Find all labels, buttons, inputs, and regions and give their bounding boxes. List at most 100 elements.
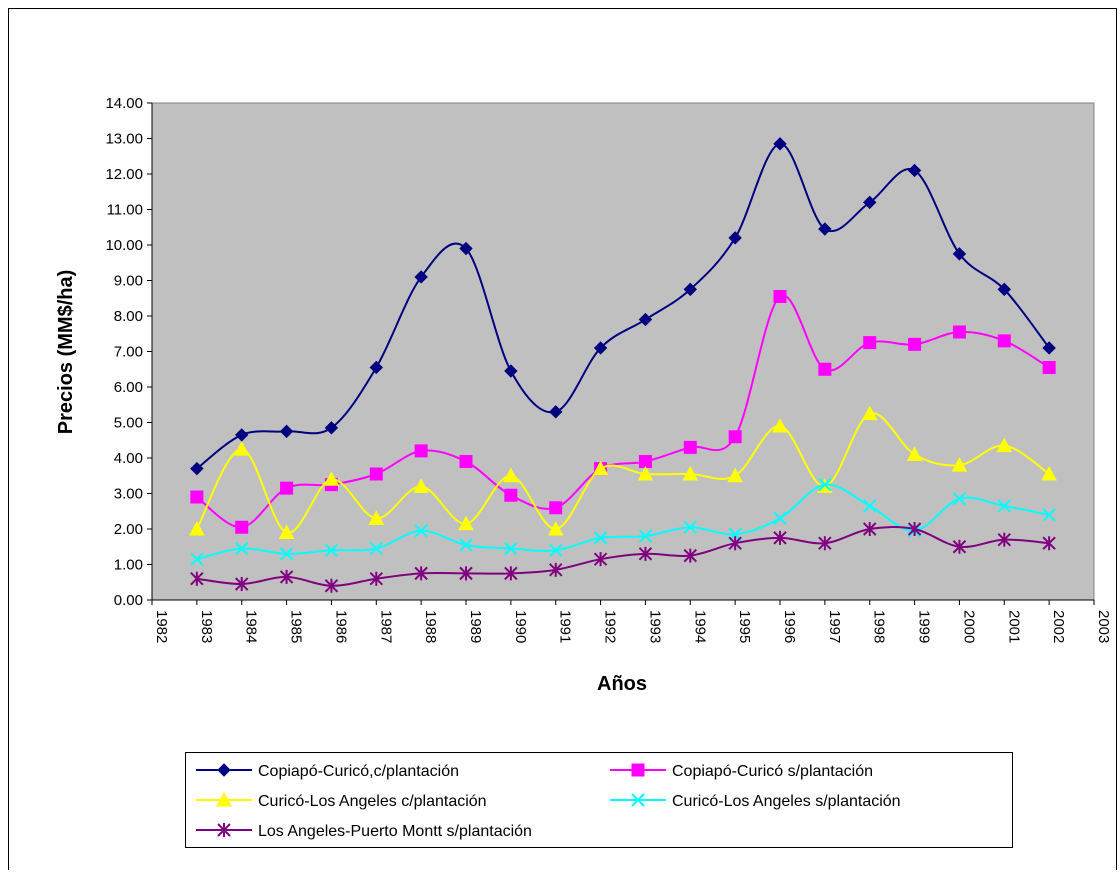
marker [997,499,1011,513]
series-line [196,526,1050,587]
marker [593,531,608,545]
legend-marker [217,763,231,777]
x-tick-label: 1983 [198,610,215,643]
marker [907,163,922,178]
marker [773,511,787,526]
marker [772,417,788,433]
marker [459,455,473,469]
marker [727,467,743,483]
x-tick-label: 1993 [646,610,663,643]
marker [818,222,832,236]
marker [1042,341,1056,355]
marker [906,446,923,461]
marker [279,424,294,439]
y-tick-label: 0.00 [114,592,143,609]
series-line [196,142,1050,470]
x-tick-label: 2003 [1095,610,1112,643]
marker [549,501,563,515]
marker [413,478,429,493]
marker [235,520,249,534]
marker [1041,465,1057,481]
marker [190,571,204,586]
y-tick-label: 2.00 [114,521,143,538]
y-tick-label: 9.00 [114,273,143,290]
marker [324,543,339,558]
marker [504,488,518,502]
marker [235,577,249,592]
marker [952,492,967,506]
marker [235,541,249,556]
marker [369,571,383,586]
marker [592,460,609,476]
y-tick-label: 5.00 [114,415,143,432]
marker [683,548,697,563]
marker [773,289,787,303]
marker [683,282,697,297]
marker [638,455,652,469]
marker [638,312,653,327]
x-tick-label: 1992 [602,610,619,643]
series-line [196,483,1050,561]
marker [818,362,832,376]
x-tick-label: 1996 [781,610,798,643]
y-tick-label: 12.00 [105,166,143,183]
marker [189,520,205,536]
marker [369,360,383,375]
marker [369,541,383,556]
marker [863,522,877,536]
marker [861,405,878,421]
marker [952,247,967,261]
marker [414,524,428,538]
marker [638,546,653,561]
marker [728,231,742,245]
legend-label: Curicó-Los Angeles s/plantación [672,793,901,810]
marker [637,465,654,481]
x-tick-label: 1988 [422,610,439,643]
marker [1042,360,1056,374]
marker [818,536,832,551]
x-tick-label: 1990 [512,610,529,643]
marker [593,341,608,355]
marker [818,477,832,492]
marker [863,499,877,513]
marker [952,325,966,339]
legend-label: Los Angeles-Puerto Montt s/plantación [258,823,532,840]
x-tick-label: 1986 [332,610,349,643]
marker [504,541,518,556]
marker [549,543,563,558]
marker [951,457,968,472]
marker [323,471,340,486]
x-tick-label: 1991 [557,610,574,643]
marker [549,562,563,577]
legend [185,752,1013,848]
x-tick-label: 2002 [1050,610,1067,643]
marker [414,444,428,458]
marker [863,336,877,350]
marker [638,529,653,543]
y-tick-label: 4.00 [114,450,143,467]
y-tick-label: 10.00 [105,237,143,254]
marker [773,530,787,545]
legend-label: Copiapó-Curicó s/plantación [672,763,873,780]
marker [728,430,742,444]
x-tick-label: 1997 [826,610,843,643]
marker [907,522,922,536]
marker [459,538,473,552]
marker [504,364,518,378]
y-tick-label: 1.00 [114,557,143,574]
y-tick-label: 7.00 [114,344,143,361]
x-tick-label: 1995 [736,610,753,643]
x-tick-label: 1984 [243,610,260,643]
marker [504,566,518,581]
marker [278,524,295,540]
y-tick-label: 3.00 [114,486,143,503]
x-tick-label: 1985 [288,610,305,643]
y-tick-label: 8.00 [114,308,143,325]
legend-marker [217,823,231,837]
marker [728,536,742,551]
marker [458,515,474,531]
y-tick-label: 13.00 [105,131,143,148]
x-tick-label: 2000 [960,610,977,643]
marker [1042,508,1056,522]
legend-marker [631,763,645,777]
